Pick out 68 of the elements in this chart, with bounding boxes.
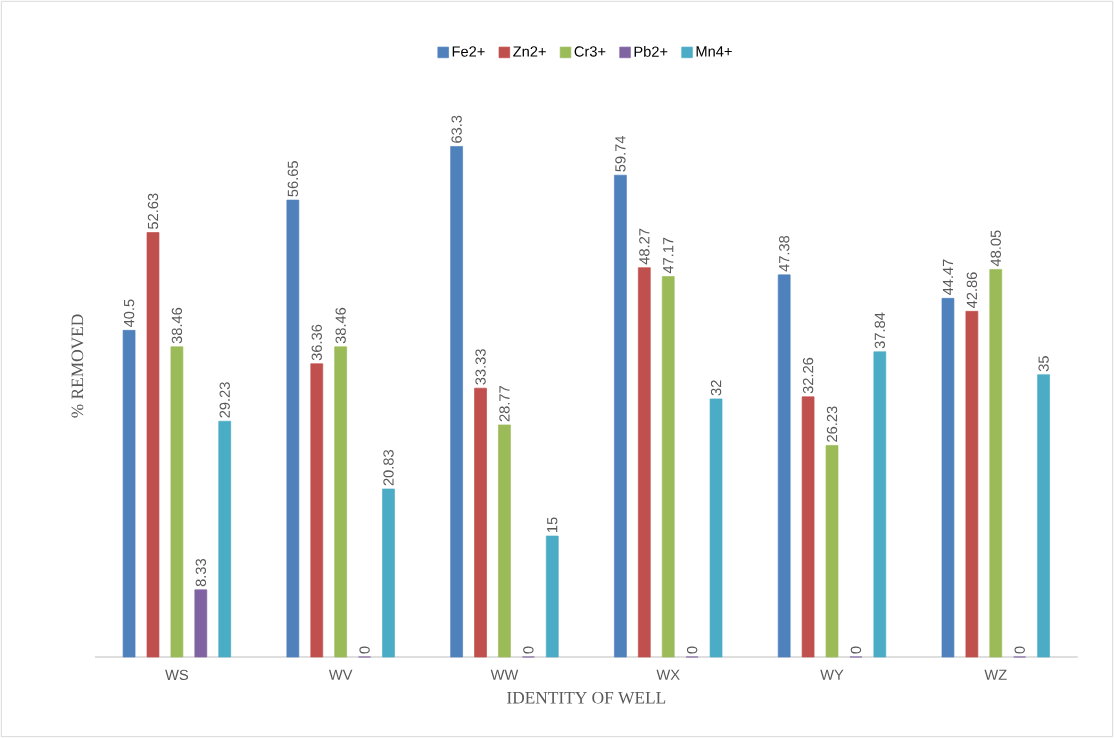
data-label: 32.26: [802, 357, 814, 394]
legend-label: Cr3+: [574, 46, 606, 57]
x-tick-label: WS: [165, 669, 189, 681]
data-label: 33.33: [475, 349, 486, 385]
data-label: 0: [686, 646, 698, 654]
x-axis-title: IDENTITY OF WELL: [507, 691, 666, 704]
bar: [382, 488, 395, 658]
data-label: 56.65: [287, 161, 299, 197]
bar: [170, 346, 184, 658]
bar: [989, 269, 1003, 658]
bar: [801, 396, 815, 658]
legend-label: Fe2+: [452, 46, 485, 57]
data-label: 47.17: [663, 237, 674, 274]
bar: [218, 420, 232, 658]
data-label: 0: [359, 646, 370, 654]
data-label: 0: [523, 646, 534, 654]
bar: [965, 310, 979, 658]
data-label: 0: [850, 646, 862, 654]
x-tick-label: WW: [490, 669, 519, 680]
bar: [941, 297, 955, 658]
data-label: 59.74: [615, 135, 626, 172]
data-label: 32: [710, 380, 722, 396]
legend-label: Pb2+: [634, 46, 668, 57]
data-label: 42.86: [966, 272, 978, 309]
bar: [334, 346, 347, 658]
data-label: 38.46: [335, 307, 346, 344]
data-label: 29.23: [219, 382, 230, 418]
bar: [194, 589, 208, 658]
bar: [122, 330, 136, 658]
x-tick-label: WZ: [984, 669, 1007, 680]
data-label: 37.84: [874, 312, 886, 349]
bar: [450, 146, 463, 658]
data-label: 47.38: [779, 235, 790, 272]
bar: [1037, 374, 1050, 658]
data-label: 36.36: [311, 324, 322, 361]
bar: [146, 232, 160, 658]
data-label: 35: [1038, 356, 1049, 372]
data-label: 48.05: [990, 230, 1001, 267]
bar: [709, 398, 723, 658]
data-label: 52.63: [147, 193, 159, 229]
data-label: 63.3: [451, 115, 462, 143]
data-label: 8.33: [195, 558, 206, 587]
bar: [286, 199, 300, 658]
bar: [777, 274, 791, 658]
data-label: 26.23: [826, 406, 838, 442]
bar: [545, 535, 559, 658]
bar: [474, 387, 487, 658]
x-tick-label: WY: [820, 669, 844, 680]
bar: [310, 363, 324, 658]
x-tick-label: WX: [656, 669, 680, 680]
bar: [498, 424, 511, 658]
y-axis-title: % REMOVED: [71, 314, 84, 418]
bar: [825, 445, 839, 658]
data-label: 44.47: [942, 259, 953, 296]
data-label: 20.83: [383, 450, 394, 486]
data-label: 0: [1014, 646, 1025, 654]
data-label: 38.46: [171, 307, 183, 344]
data-label: 40.5: [123, 299, 135, 328]
bar: [638, 267, 651, 658]
bar: [873, 351, 887, 658]
data-label: 28.77: [499, 386, 510, 422]
data-label: 48.27: [639, 228, 650, 265]
x-tick-label: WV: [328, 669, 353, 680]
legend-label: Mn4+: [696, 46, 732, 57]
data-label: 15: [547, 517, 558, 532]
bar: [661, 276, 675, 658]
bar: [614, 174, 627, 658]
legend-label: Zn2+: [513, 46, 546, 57]
